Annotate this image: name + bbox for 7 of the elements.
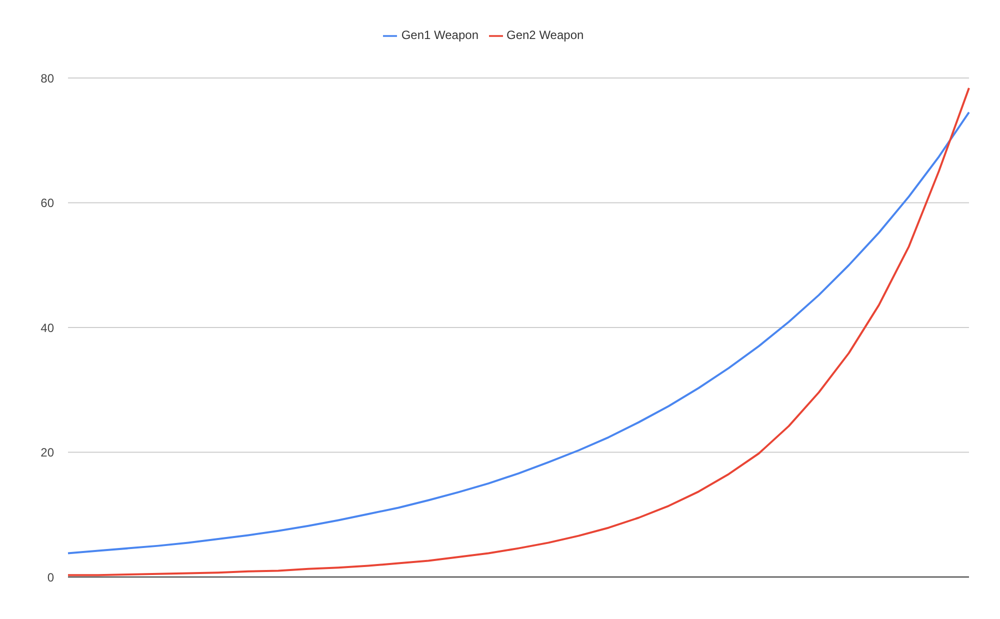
y-tick-label: 40 [40,320,54,335]
y-tick-label: 80 [40,71,54,86]
legend-label: Gen1 Weapon [401,28,478,42]
y-tick-label: 60 [40,196,54,210]
y-tick-label: 0 [47,570,54,584]
legend-label: Gen2 Weapon [506,28,584,42]
y-tick-label: 20 [40,446,54,460]
